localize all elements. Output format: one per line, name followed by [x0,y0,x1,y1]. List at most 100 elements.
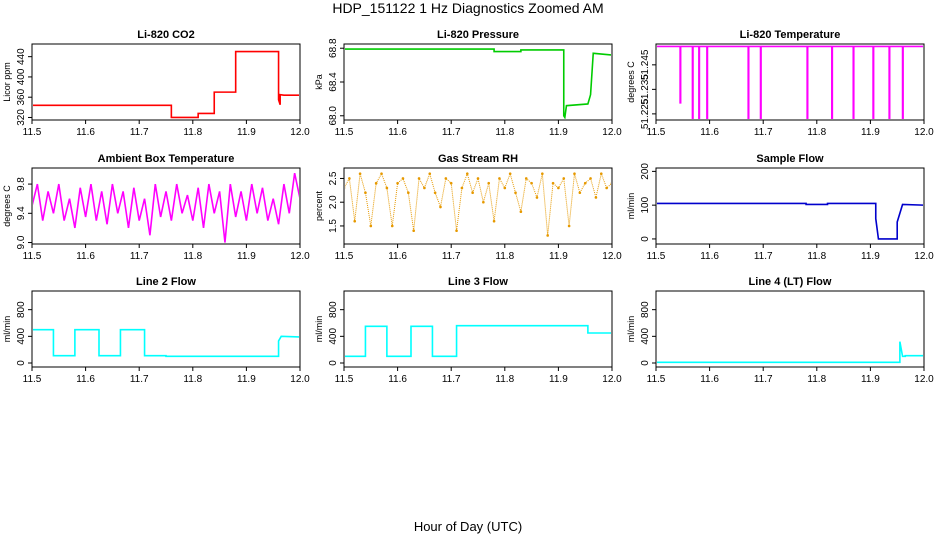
y-tick-label: 9.0 [16,235,27,249]
y-axis-label: ml/min [314,316,324,343]
x-tick-label: 11.6 [700,374,719,385]
panel-title: Sample Flow [756,153,824,165]
series-line [657,45,923,119]
x-tick-label: 11.5 [335,127,354,138]
x-tick-label: 11.5 [647,251,666,262]
panel-2: Li-820 Temperature degrees C 11.5 11.6 11.7 1… [626,29,934,138]
x-tick-label: 11.8 [183,374,202,385]
data-layer [345,48,611,119]
y-tick-label: 68.4 [328,72,339,92]
y-axis-label: ml/min [626,316,636,343]
y-tick-label: 2.5 [328,171,339,185]
y-tick-label: 0 [16,360,27,366]
data-layer [33,50,299,119]
data-layer [345,324,611,358]
y-tick-label: 800 [328,301,339,318]
panel-title: Ambient Box Temperature [98,153,235,165]
x-tick-label: 11.8 [807,127,826,138]
panel-1: Li-820 Pressure kPa 11.5 11.6 11.7 11.8 11.9 12… [314,29,622,138]
series-line [345,48,611,119]
x-tick-label: 12.0 [290,374,310,385]
data-point [567,224,571,228]
x-tick-label: 11.5 [647,127,666,138]
y-tick-label: 9.4 [16,206,27,220]
y-tick-label: 200 [640,163,651,180]
y-tick-label: 1.5 [328,219,339,233]
x-tick-label: 11.7 [130,127,149,138]
x-tick-label: 12.0 [602,374,622,385]
y-axis-label: degrees C [626,61,636,103]
plot-frame [655,167,925,245]
figure-x-label: Hour of Day (UTC) [414,519,522,534]
series-line [657,202,923,240]
x-tick-label: 11.7 [442,127,461,138]
data-point [492,219,496,223]
x-tick-label: 11.5 [335,374,354,385]
data-layer [657,45,923,119]
y-axis-label: degrees C [2,185,12,227]
x-tick-label: 11.8 [183,251,202,262]
x-tick-label: 11.9 [861,251,880,262]
panel-title: Gas Stream RH [438,153,518,165]
x-tick-label: 11.8 [495,374,514,385]
x-tick-label: 11.9 [861,374,880,385]
y-axis-label: ml/min [626,193,636,220]
x-tick-label: 11.6 [76,374,95,385]
x-tick-label: 11.8 [807,251,826,262]
y-tick-label: 2.0 [328,195,339,209]
y-tick-label: 51.245 [640,49,651,80]
panel-8: Line 4 (LT) Flow ml/min 11.5 11.6 11.7 11.8 11… [626,276,934,385]
data-point [353,219,357,223]
x-tick-label: 11.8 [495,127,514,138]
x-tick-label: 11.6 [388,251,407,262]
y-tick-label: 51.235 [640,74,651,105]
panels-grid: Li-820 CO2 Licor ppm 11.5 11.6 11.7 11.8 11.9 1… [2,29,934,385]
data-point [498,177,501,180]
data-layer [657,341,923,364]
x-tick-label: 11.8 [807,374,826,385]
y-tick-label: 68.0 [328,106,339,126]
x-tick-label: 11.6 [700,251,719,262]
plot-frame [343,43,613,121]
panel-title: Li-820 Temperature [740,29,841,41]
y-tick-label: 800 [16,301,27,318]
x-tick-label: 11.5 [647,374,666,385]
series-line [33,328,299,358]
series-line [657,341,923,364]
x-tick-label: 12.0 [914,374,934,385]
x-tick-label: 12.0 [914,127,934,138]
x-tick-label: 12.0 [290,127,310,138]
series-line [33,50,299,119]
y-tick-label: 320 [16,109,27,126]
x-tick-label: 11.6 [76,251,95,262]
y-tick-label: 400 [328,328,339,345]
x-tick-label: 11.9 [237,251,256,262]
x-tick-label: 11.6 [700,127,719,138]
y-tick-label: 0 [640,360,651,366]
y-tick-label: 400 [640,328,651,345]
plot-frame [655,43,925,121]
y-tick-label: 400 [16,328,27,345]
x-tick-label: 11.5 [23,251,42,262]
x-tick-label: 11.7 [754,127,773,138]
x-tick-label: 11.6 [76,127,95,138]
panel-4: Gas Stream RH percent 11.5 11.6 11.7 11.8 11.9… [314,153,622,262]
data-point [369,224,373,228]
x-tick-label: 11.5 [23,374,42,385]
x-tick-label: 12.0 [914,251,934,262]
y-tick-label: 400 [16,68,27,85]
data-point [401,177,405,180]
data-point [610,182,611,185]
panel-title: Li-820 CO2 [137,29,194,41]
data-layer [345,171,611,237]
x-tick-label: 11.9 [549,374,568,385]
y-tick-label: 100 [640,196,651,213]
x-tick-label: 11.8 [495,251,514,262]
panel-5: Sample Flow ml/min 11.5 11.6 11.7 11.8 11.9 12.… [626,153,934,262]
y-tick-label: 9.8 [16,177,27,191]
data-layer [33,328,299,358]
data-layer [657,202,923,240]
panel-6: Line 2 Flow ml/min 11.5 11.6 11.7 11.8 11.9 12.… [2,276,310,385]
x-tick-label: 11.5 [23,127,42,138]
